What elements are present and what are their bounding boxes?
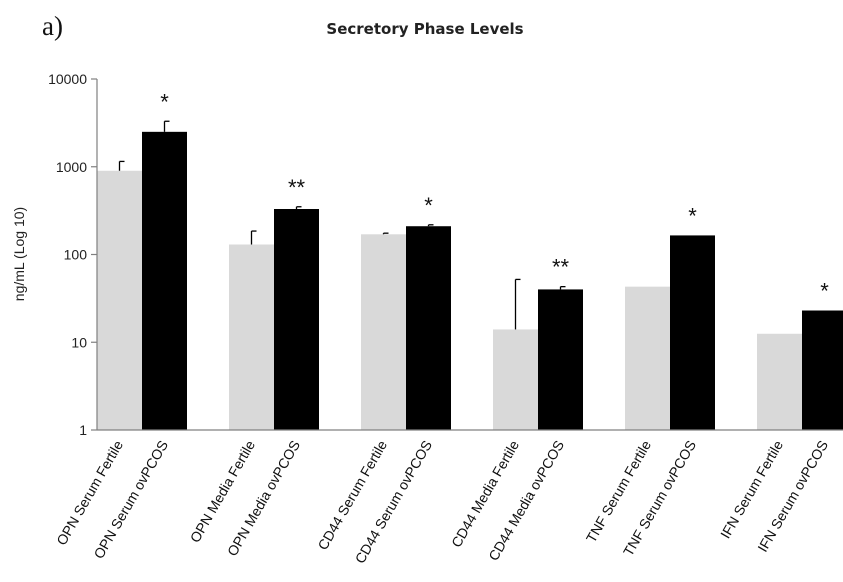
bar-3 [229, 244, 274, 430]
bar-6 [406, 226, 451, 430]
axes-layer [91, 78, 843, 431]
bar-10 [670, 235, 715, 430]
y-tick-labels: 1 10 100 1000 10000 [48, 71, 87, 438]
bar-8 [538, 289, 583, 430]
chart-title: Secretory Phase Levels [326, 20, 523, 38]
bar-11 [757, 333, 802, 430]
bar-12 [802, 310, 843, 430]
y-axis-label: ng/mL (Log 10) [11, 207, 27, 301]
y-tick-label-2: 10 [71, 334, 87, 350]
significance-marker-6: * [424, 193, 433, 218]
bar-9 [625, 286, 670, 430]
significance-markers: ******** [160, 89, 829, 303]
y-tick-label-4: 1000 [56, 159, 87, 175]
significance-marker-10: * [688, 203, 697, 228]
bars-layer [97, 131, 843, 431]
bar-1 [97, 170, 142, 431]
significance-marker-12: * [820, 279, 829, 304]
significance-marker-4: ** [288, 175, 306, 200]
y-tick-label-1: 1 [79, 422, 87, 438]
bar-5 [361, 234, 406, 430]
bar-7 [493, 329, 538, 430]
bar-4 [274, 209, 319, 430]
bar-2 [142, 131, 187, 431]
significance-marker-8: ** [552, 255, 570, 280]
error-bars-layer [118, 120, 566, 330]
panel-label: a) [42, 11, 63, 41]
y-tick-label-5: 10000 [48, 71, 87, 87]
significance-marker-2: * [160, 89, 169, 114]
y-tick-label-3: 100 [64, 247, 88, 263]
